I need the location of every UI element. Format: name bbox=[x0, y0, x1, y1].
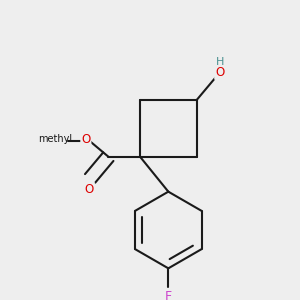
Text: O: O bbox=[215, 66, 224, 79]
Text: F: F bbox=[165, 290, 172, 300]
Text: O: O bbox=[85, 182, 94, 196]
Text: methyl: methyl bbox=[38, 134, 72, 144]
Text: H: H bbox=[216, 57, 224, 67]
Text: O: O bbox=[81, 133, 91, 146]
